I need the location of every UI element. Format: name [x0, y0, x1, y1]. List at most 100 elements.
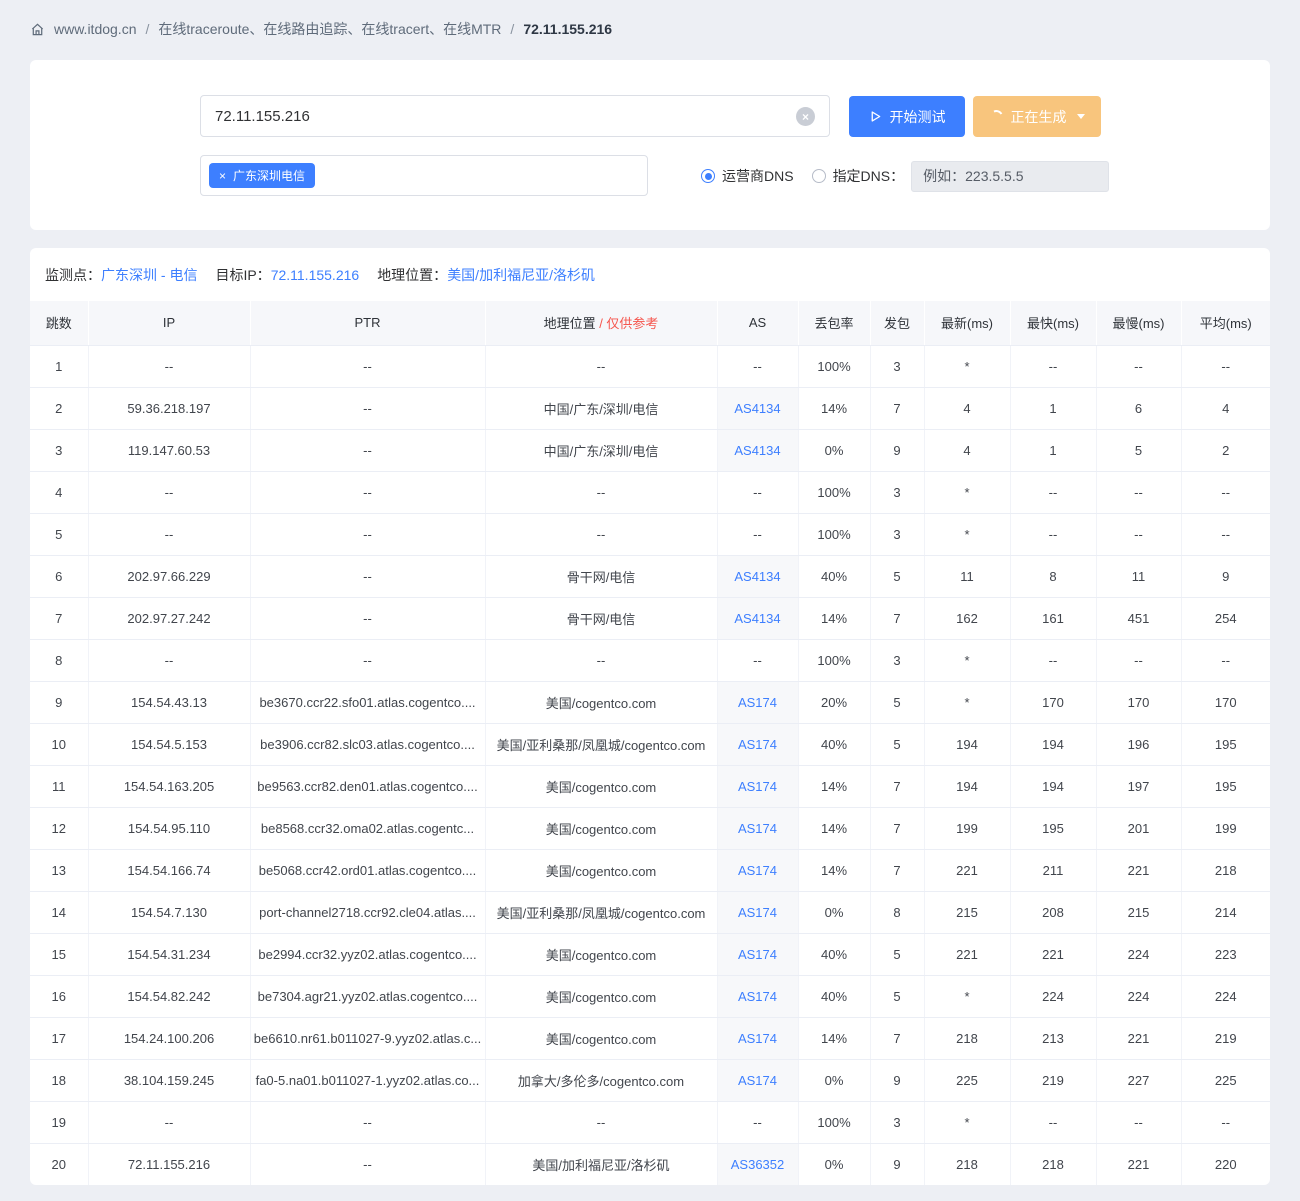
breadcrumb: www.itdog.cn / 在线traceroute、在线路由追踪、在线tra… — [30, 19, 612, 39]
cell-as: AS4134 — [717, 429, 799, 472]
custom-dns-radio[interactable] — [811, 169, 826, 183]
cell-sent: 7 — [870, 597, 925, 640]
carrier-dns-label[interactable]: 运营商DNS — [722, 168, 794, 184]
as-number-link[interactable]: AS174 — [737, 904, 778, 920]
as-number-link[interactable]: AS4134 — [734, 610, 781, 626]
as-number-link[interactable]: AS174 — [737, 862, 778, 878]
cell-loss: 100% — [798, 1101, 871, 1144]
cell-as: AS174 — [717, 891, 799, 934]
cell-ip: 154.54.82.242 — [88, 975, 251, 1018]
as-number-link[interactable]: AS36352 — [730, 1156, 785, 1172]
as-number-link[interactable]: AS174 — [737, 694, 778, 710]
cell-latest: * — [924, 975, 1011, 1018]
cell-geo: 美国/cogentco.com — [485, 807, 718, 850]
generating-label: 正在生成 — [1010, 108, 1067, 125]
cell-latest: * — [924, 1101, 1011, 1144]
cell-hop: 13 — [30, 849, 89, 892]
table-row: 19 -- -- -- -- 100% 3 * -- -- -- — [30, 1101, 1270, 1144]
cell-geo: 美国/加利福尼亚/洛杉矶 — [485, 1143, 718, 1185]
generating-button[interactable]: 正在生成 — [973, 96, 1101, 137]
cell-hop: 3 — [30, 429, 89, 472]
cell-geo: -- — [485, 513, 718, 556]
cell-ip: -- — [88, 639, 251, 682]
custom-dns-input[interactable] — [911, 160, 1110, 192]
cell-as: AS174 — [717, 975, 799, 1018]
cell-latest: 194 — [924, 723, 1011, 766]
custom-dns-label[interactable]: 指定DNS： — [832, 168, 905, 184]
cell-worst: 196 — [1096, 723, 1182, 766]
cell-geo: -- — [485, 471, 718, 514]
as-number-link[interactable]: AS174 — [737, 1030, 778, 1046]
cell-as: AS174 — [717, 681, 799, 724]
cell-geo: 美国/cogentco.com — [485, 1017, 718, 1060]
cell-ptr: be7304.agr21.yyz02.atlas.cogentco.... — [250, 975, 486, 1018]
table-row: 20 72.11.155.216 -- 美国/加利福尼亚/洛杉矶 AS36352 0% 9 2… — [30, 1143, 1270, 1185]
as-number-link[interactable]: AS174 — [737, 778, 778, 794]
as-number-link[interactable]: AS174 — [737, 736, 778, 752]
as-number-link[interactable]: AS174 — [737, 1072, 778, 1088]
cell-ptr: -- — [250, 387, 486, 430]
cell-sent: 3 — [870, 471, 925, 514]
cell-loss: 40% — [798, 723, 871, 766]
cell-worst: -- — [1096, 639, 1182, 682]
cell-best: 224 — [1010, 975, 1097, 1018]
cell-geo: 美国/cogentco.com — [485, 849, 718, 892]
cell-hop: 12 — [30, 807, 89, 850]
cell-hop: 1 — [30, 345, 89, 388]
cell-ip: 72.11.155.216 — [88, 1143, 251, 1185]
cell-ptr: -- — [250, 345, 486, 388]
cell-ptr: be6610.nr61.b011027-9.yyz02.atlas.c... — [250, 1017, 486, 1060]
cell-latest: 194 — [924, 765, 1011, 808]
monitor-value-link[interactable]: 广东深圳 - 电信 — [101, 267, 198, 283]
table-row: 8 -- -- -- -- 100% 3 * -- -- -- — [30, 639, 1270, 682]
cell-latest: * — [924, 681, 1011, 724]
cell-hop: 6 — [30, 555, 89, 598]
breadcrumb-section-link[interactable]: 在线traceroute、在线路由追踪、在线tracert、在线MTR — [158, 21, 502, 37]
cell-loss: 40% — [798, 555, 871, 598]
as-number-link[interactable]: AS4134 — [734, 400, 781, 416]
cell-hop: 15 — [30, 933, 89, 976]
table-row: 7 202.97.27.242 -- 骨干网/电信 AS4134 14% 7 162 161 45… — [30, 597, 1270, 640]
col-header-3: 地理位置 / 仅供参考 — [485, 301, 718, 346]
cell-ptr: be3670.ccr22.sfo01.atlas.cogentco.... — [250, 681, 486, 724]
cell-ip: 202.97.27.242 — [88, 597, 251, 640]
cell-geo: 骨干网/电信 — [485, 597, 718, 640]
geo-value-link[interactable]: 美国/加利福尼亚/洛杉矶 — [447, 267, 595, 283]
as-number-link[interactable]: AS174 — [737, 988, 778, 1004]
cell-worst: 224 — [1096, 933, 1182, 976]
cell-as: AS174 — [717, 1017, 799, 1060]
results-panel: 监测点：广东深圳 - 电信 目标IP：72.11.155.216 地理位置：美国… — [30, 248, 1270, 1185]
cell-best: 195 — [1010, 807, 1097, 850]
table-row: 15 154.54.31.234 be2994.ccr32.yyz02.atlas.… — [30, 933, 1270, 976]
cell-ptr: port-channel2718.ccr92.cle04.atlas.... — [250, 891, 486, 934]
cell-worst: -- — [1096, 345, 1182, 388]
target-ip-value-link[interactable]: 72.11.155.216 — [270, 267, 360, 283]
node-tag[interactable]: × 广东深圳电信 — [209, 163, 316, 188]
tag-close-icon[interactable]: × — [219, 168, 227, 183]
cell-ip: 154.54.166.74 — [88, 849, 251, 892]
cell-sent: 5 — [870, 933, 925, 976]
breadcrumb-home-link[interactable]: www.itdog.cn — [54, 21, 137, 37]
as-number-link[interactable]: AS174 — [737, 946, 778, 962]
node-select-box[interactable]: × 广东深圳电信 — [200, 155, 648, 196]
cell-hop: 14 — [30, 891, 89, 934]
clear-icon[interactable]: × — [796, 107, 815, 126]
as-number-link[interactable]: AS4134 — [734, 568, 781, 584]
cell-best: 8 — [1010, 555, 1097, 598]
target-input[interactable] — [200, 95, 830, 137]
table-row: 12 154.54.95.110 be8568.ccr32.oma02.atlas.… — [30, 807, 1270, 850]
cell-worst: 197 — [1096, 765, 1182, 808]
cell-loss: 100% — [798, 345, 871, 388]
as-number-link[interactable]: AS174 — [737, 820, 778, 836]
col-header-9: 最慢(ms) — [1096, 301, 1182, 346]
cell-avg: 195 — [1181, 765, 1270, 808]
cell-hop: 2 — [30, 387, 89, 430]
cell-as: AS4134 — [717, 387, 799, 430]
start-test-button[interactable]: 开始测试 — [849, 96, 965, 137]
cell-best: -- — [1010, 639, 1097, 682]
as-number-link[interactable]: AS4134 — [734, 442, 781, 458]
col-header-7: 最新(ms) — [924, 301, 1011, 346]
carrier-dns-radio[interactable] — [701, 169, 715, 183]
cell-best: -- — [1010, 345, 1097, 388]
table-row: 5 -- -- -- -- 100% 3 * -- -- -- — [30, 513, 1270, 556]
